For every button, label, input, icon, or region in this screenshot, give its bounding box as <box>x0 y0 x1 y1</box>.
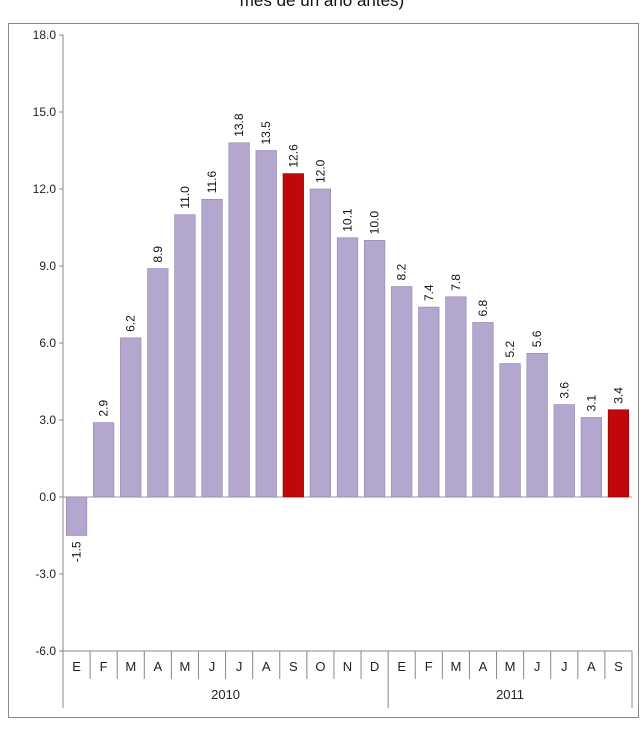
y-tick-label: 3.0 <box>39 413 56 427</box>
data-label: 3.4 <box>611 387 625 404</box>
bar <box>336 237 359 498</box>
x-tick-label: F <box>100 659 108 674</box>
bar <box>201 198 223 498</box>
bar <box>309 188 332 498</box>
data-label: 3.1 <box>584 394 598 411</box>
bar <box>445 296 467 498</box>
group-label: 2011 <box>496 687 524 702</box>
data-label: 10.0 <box>368 211 382 235</box>
data-label: 12.6 <box>286 144 300 168</box>
bar <box>228 142 250 498</box>
x-tick-label: J <box>209 659 216 674</box>
data-label: 5.6 <box>530 330 544 347</box>
data-label: 8.9 <box>151 246 165 263</box>
data-label: 3.6 <box>557 382 571 399</box>
bar <box>499 363 521 498</box>
x-tick-label: S <box>289 659 298 674</box>
bar <box>255 150 277 498</box>
x-tick-label: F <box>425 659 433 674</box>
bar <box>553 404 575 498</box>
data-label: 13.5 <box>259 121 273 145</box>
x-tick-label: J <box>561 659 568 674</box>
bar <box>607 409 630 498</box>
data-label: 13.8 <box>232 113 246 137</box>
chart-frame <box>8 23 639 718</box>
data-label: 7.8 <box>449 274 463 291</box>
x-tick-label: D <box>370 659 379 674</box>
y-tick-label: 0.0 <box>39 490 56 504</box>
x-tick-label: M <box>450 659 461 674</box>
bar <box>526 352 548 498</box>
x-tick-label: A <box>587 659 596 674</box>
data-label: 7.4 <box>422 284 436 301</box>
y-tick-label: 18.0 <box>33 28 57 42</box>
x-tick-label: E <box>397 659 406 674</box>
x-tick-label: A <box>262 659 271 674</box>
bar <box>282 173 304 498</box>
x-tick-label: A <box>479 659 488 674</box>
bar <box>65 496 88 536</box>
data-label: 8.2 <box>395 264 409 281</box>
data-label: 6.8 <box>476 299 490 316</box>
x-tick-label: E <box>72 659 81 674</box>
data-label: 10.1 <box>341 208 355 232</box>
bar <box>120 337 142 498</box>
data-label: 2.9 <box>97 400 111 417</box>
x-tick-label: J <box>236 659 243 674</box>
x-tick-label: M <box>125 659 136 674</box>
y-tick-label: 12.0 <box>33 182 57 196</box>
y-tick-label: -6.0 <box>35 644 56 658</box>
data-label: 11.0 <box>178 186 192 209</box>
bar <box>93 422 115 498</box>
bar <box>391 286 413 498</box>
data-label: 12.0 <box>313 159 327 183</box>
bar <box>363 240 386 498</box>
chart-title: mes de un año antes) <box>239 0 405 10</box>
bar <box>472 322 494 498</box>
bar <box>580 417 602 498</box>
bar <box>174 214 196 498</box>
bar <box>147 268 169 498</box>
group-label: 2010 <box>211 687 240 702</box>
data-label: 5.2 <box>503 341 517 358</box>
x-tick-label: A <box>153 659 162 674</box>
x-tick-label: O <box>315 659 325 674</box>
data-label: 6.2 <box>124 315 138 332</box>
y-tick-label: 6.0 <box>39 336 56 350</box>
x-tick-label: J <box>534 659 541 674</box>
x-tick-label: M <box>180 659 191 674</box>
x-tick-label: M <box>505 659 516 674</box>
y-tick-label: 15.0 <box>33 105 57 119</box>
bar <box>418 306 440 498</box>
y-tick-label: 9.0 <box>39 259 56 273</box>
data-label: 11.6 <box>205 170 219 193</box>
x-tick-label: N <box>343 659 352 674</box>
y-tick-label: -3.0 <box>35 567 56 581</box>
x-tick-label: S <box>614 659 623 674</box>
data-label: -1.5 <box>70 541 84 562</box>
